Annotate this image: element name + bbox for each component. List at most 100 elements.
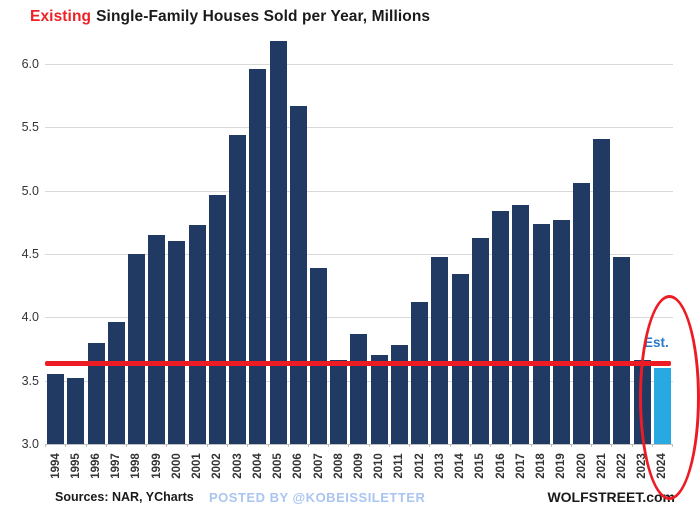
x-axis-tick xyxy=(388,444,390,447)
x-tick-label-1994: 1994 xyxy=(49,453,62,479)
bar-2008 xyxy=(330,360,348,444)
x-tick-label-2021: 2021 xyxy=(595,453,608,479)
x-axis-tick xyxy=(186,444,188,447)
y-tick-label-5.0: 5.0 xyxy=(21,183,39,198)
chart-title: Existing Single-Family Houses Sold per Ye… xyxy=(30,8,430,26)
x-tick-label-2015: 2015 xyxy=(474,453,487,479)
gridline-6.0 xyxy=(45,64,673,66)
title-highlight-word: Existing xyxy=(30,8,92,25)
x-axis-tick xyxy=(409,444,411,447)
x-tick-label-2022: 2022 xyxy=(615,453,628,479)
bar-2001 xyxy=(188,224,206,444)
highlight-ellipse xyxy=(639,295,700,500)
bar-2020 xyxy=(573,183,590,444)
x-tick-label-2000: 2000 xyxy=(170,453,183,479)
x-axis-tick xyxy=(510,444,512,447)
x-tick-label-1999: 1999 xyxy=(150,453,163,479)
x-axis-tick xyxy=(65,444,67,447)
x-axis-tick xyxy=(308,444,309,447)
x-tick-label-2019: 2019 xyxy=(555,453,568,479)
x-tick-label-2010: 2010 xyxy=(373,453,386,479)
x-tick-label-2001: 2001 xyxy=(191,453,204,479)
bar-1998 xyxy=(127,254,145,444)
bar-2009 xyxy=(350,333,368,444)
x-axis-tick xyxy=(105,444,107,447)
bar-2014 xyxy=(451,274,469,444)
x-tick-label-1997: 1997 xyxy=(110,453,123,479)
x-axis-tick xyxy=(611,444,613,447)
x-axis-tick xyxy=(530,444,532,447)
posted-by-watermark: POSTED BY @KOBEISSILETTER xyxy=(209,490,426,505)
x-tick-label-2005: 2005 xyxy=(272,453,284,479)
bar-2021 xyxy=(593,138,611,444)
x-tick-label-2018: 2018 xyxy=(535,453,547,479)
bar-2022 xyxy=(613,256,631,444)
x-axis-tick xyxy=(368,444,370,447)
bar-2013 xyxy=(431,256,449,444)
x-axis-tick xyxy=(591,444,593,447)
x-tick-label-1996: 1996 xyxy=(90,453,102,479)
bar-2002 xyxy=(208,194,226,444)
y-tick-label-3.5: 3.5 xyxy=(21,373,39,388)
x-axis-tick xyxy=(125,444,127,447)
bar-2010 xyxy=(370,355,388,444)
bar-1994 xyxy=(47,374,64,444)
gridline-5.5 xyxy=(45,127,673,129)
x-tick-label-2016: 2016 xyxy=(494,453,507,479)
bar-2000 xyxy=(168,241,186,444)
x-tick-label-2020: 2020 xyxy=(575,453,588,479)
x-tick-label-2009: 2009 xyxy=(352,453,365,479)
x-axis-tick xyxy=(631,444,633,447)
reference-line xyxy=(45,360,671,366)
x-tick-label-2007: 2007 xyxy=(312,453,325,479)
gridline-4.5 xyxy=(45,254,673,256)
bar-2019 xyxy=(552,219,570,444)
x-axis-tick xyxy=(328,444,330,447)
x-tick-label-2017: 2017 xyxy=(514,453,527,479)
y-tick-label-6.0: 6.0 xyxy=(21,57,39,72)
x-tick-label-2002: 2002 xyxy=(211,453,224,479)
bar-2007 xyxy=(310,268,327,444)
x-axis-tick xyxy=(550,444,552,447)
x-tick-label-2013: 2013 xyxy=(433,453,446,479)
x-axis-tick xyxy=(267,444,269,447)
bar-2016 xyxy=(492,211,510,444)
bar-2003 xyxy=(229,135,247,444)
x-axis-tick xyxy=(469,444,471,447)
x-tick-label-2012: 2012 xyxy=(413,453,426,479)
bar-2006 xyxy=(289,105,307,444)
x-axis-tick xyxy=(348,444,350,447)
gridline-3.0 xyxy=(45,444,673,445)
x-axis-tick xyxy=(146,444,148,447)
x-axis-tick xyxy=(45,444,46,447)
bar-1999 xyxy=(148,235,166,444)
bar-1996 xyxy=(87,342,105,444)
x-axis-tick xyxy=(227,444,229,447)
x-axis-tick xyxy=(85,444,87,447)
x-axis-tick xyxy=(449,444,451,447)
bar-1997 xyxy=(107,322,125,444)
wolfstreet-watermark: WOLFSTREET.com xyxy=(547,489,675,505)
bar-1995 xyxy=(67,378,85,444)
bar-2005 xyxy=(269,41,287,444)
bar-2011 xyxy=(390,345,408,444)
x-axis-tick xyxy=(429,444,431,447)
bar-2004 xyxy=(249,69,267,444)
x-axis-tick xyxy=(247,444,249,447)
x-axis-tick xyxy=(571,444,572,447)
x-tick-label-1995: 1995 xyxy=(69,453,82,479)
x-tick-label-2003: 2003 xyxy=(231,453,244,479)
x-axis-tick xyxy=(490,444,492,447)
x-axis-tick xyxy=(206,444,208,447)
gridline-4.0 xyxy=(45,317,673,319)
bar-2012 xyxy=(411,302,429,444)
bar-2018 xyxy=(532,223,550,444)
x-tick-label-2014: 2014 xyxy=(454,453,467,479)
x-tick-label-2004: 2004 xyxy=(251,453,264,479)
y-tick-label-5.5: 5.5 xyxy=(21,120,39,135)
y-tick-label-3.0: 3.0 xyxy=(21,437,39,451)
sources-note: Sources: NAR, YCharts xyxy=(55,490,194,504)
bar-2015 xyxy=(471,237,489,444)
gridline-5.0 xyxy=(45,190,673,192)
